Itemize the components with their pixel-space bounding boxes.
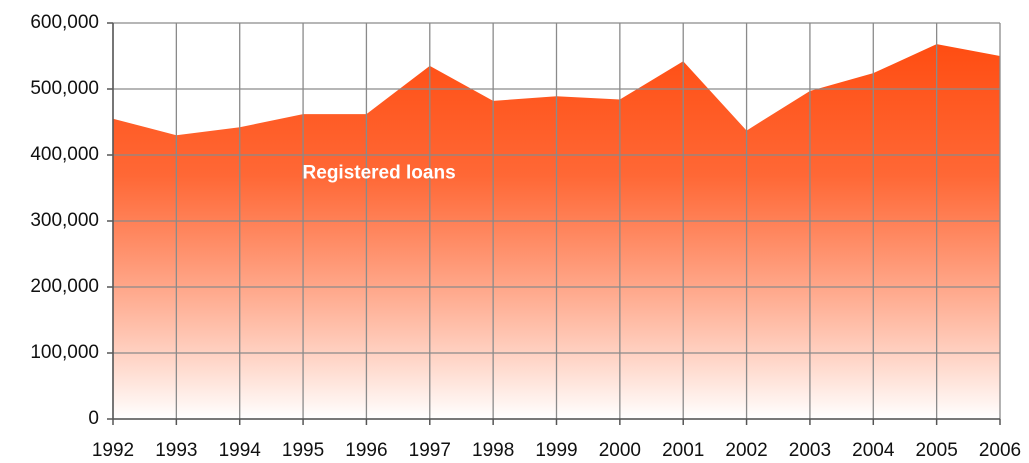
- x-tick-label: 2000: [599, 440, 641, 461]
- x-tick-label: 2004: [852, 440, 895, 461]
- x-tick-label: 2003: [789, 440, 831, 461]
- x-tick-label: 1993: [155, 440, 197, 461]
- x-tick-label: 2006: [979, 440, 1021, 461]
- x-tick-label: 2001: [662, 440, 704, 461]
- x-tick-label: 1997: [409, 440, 451, 461]
- x-tick-label: 1995: [282, 440, 324, 461]
- y-tick-label: 100,000: [30, 342, 99, 363]
- x-tick-label: 1994: [219, 440, 262, 461]
- x-tick-label: 1999: [535, 440, 577, 461]
- y-tick-label: 200,000: [30, 276, 99, 297]
- x-tick-label: 1996: [345, 440, 387, 461]
- y-tick-label: 300,000: [30, 210, 99, 231]
- x-tick-label: 2005: [916, 440, 958, 461]
- annotation: Registered loans: [303, 162, 456, 183]
- x-tick-label: 2002: [725, 440, 767, 461]
- y-tick-label: 500,000: [30, 78, 99, 99]
- y-tick-label: 600,000: [30, 12, 99, 33]
- y-tick-label: 400,000: [30, 144, 99, 165]
- x-tick-label: 1998: [472, 440, 514, 461]
- y-tick-label: 0: [88, 408, 99, 429]
- x-tick-label: 1992: [92, 440, 134, 461]
